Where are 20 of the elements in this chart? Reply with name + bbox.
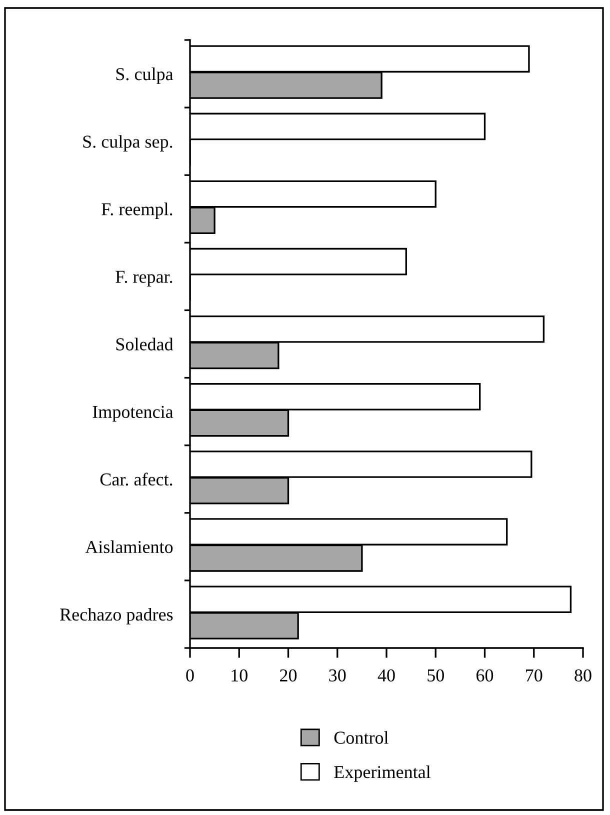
x-tick-label: 0 bbox=[186, 669, 194, 682]
x-tick-label: 10 bbox=[232, 669, 248, 682]
y-tick-label: Soledad bbox=[116, 338, 174, 350]
x-tick-label: 30 bbox=[329, 669, 346, 682]
legend-label: Control bbox=[334, 731, 388, 744]
y-tick-label: Car. afect. bbox=[100, 472, 172, 486]
x-tick-label: 70 bbox=[526, 669, 542, 682]
x-tick-label: 80 bbox=[574, 669, 592, 682]
y-tick-label: Rechazo padres bbox=[60, 608, 173, 624]
y-tick-label: F. reempl. bbox=[102, 202, 172, 219]
y-tick-label: Aislamiento bbox=[85, 540, 173, 554]
x-tick-label: 60 bbox=[476, 669, 494, 682]
y-tick-label: Impotencia bbox=[92, 406, 174, 422]
x-tick-label: 50 bbox=[428, 669, 444, 682]
y-tick-label: S. culpa bbox=[116, 68, 174, 84]
x-tick-label: 20 bbox=[280, 669, 297, 682]
x-tick-label: 40 bbox=[378, 669, 395, 682]
legend-label: Experimental bbox=[334, 765, 431, 782]
y-tick-label: S. culpa sep. bbox=[83, 135, 172, 152]
y-tick-label: F. repar. bbox=[116, 270, 172, 287]
